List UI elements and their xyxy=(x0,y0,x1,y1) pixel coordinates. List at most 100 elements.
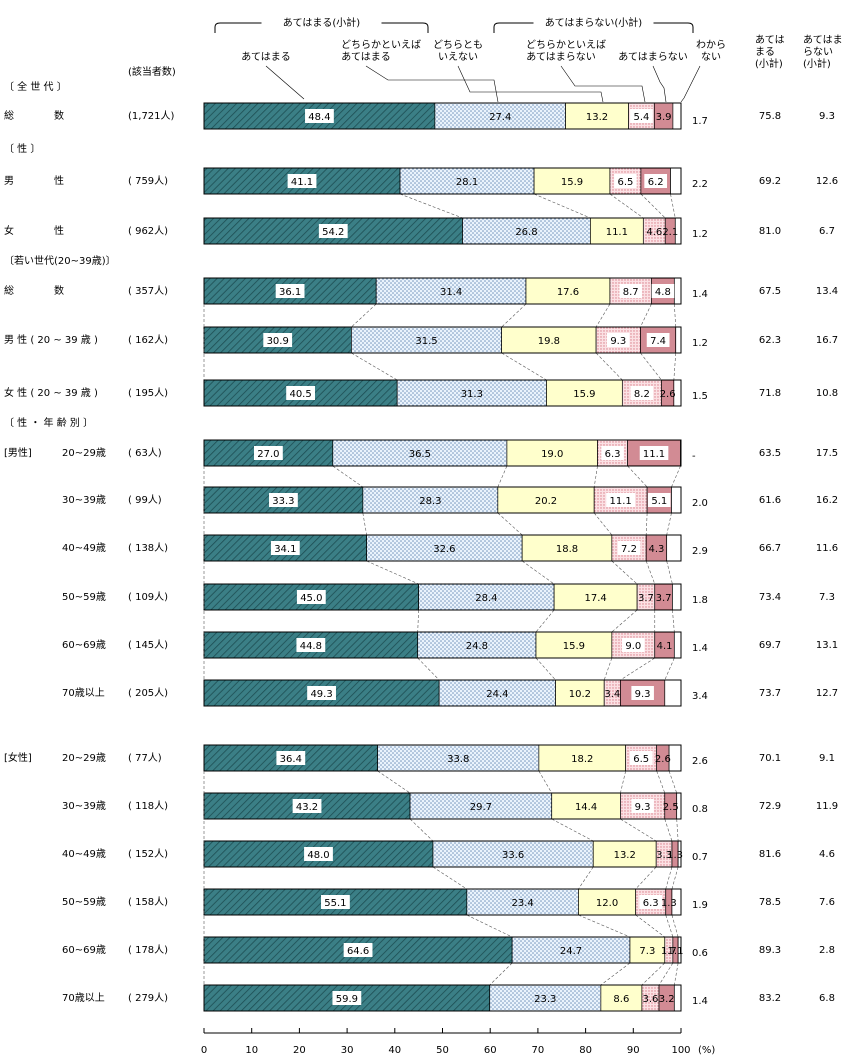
x-tick-label: 50 xyxy=(436,1045,449,1056)
data-label-bg xyxy=(606,493,636,507)
connector-line xyxy=(578,914,631,938)
bar-row: 70歳以上 ( 205人) 49.3 24.4 10.2 3.4 9.3 3.4 73.7 12.… xyxy=(62,679,838,707)
data-label-bg xyxy=(332,991,362,1005)
x-tick-label: 90 xyxy=(627,1045,640,1056)
bar-row: 男 性 ( 759人) 41.1 28.1 15.9 6.5 6.2 2.2 69.2 12.6 xyxy=(4,167,838,195)
bar-segment xyxy=(417,631,537,659)
connector-line xyxy=(417,609,419,633)
disagree-subtotal-value: 6.7 xyxy=(819,226,835,237)
data-label-dont-know: 1.9 xyxy=(692,900,708,911)
data-label-bg xyxy=(631,799,654,813)
row-label: 男 性 ( 20 ~ 39 歳 ) xyxy=(4,333,98,346)
bar-segment xyxy=(551,792,621,820)
legend-leader-line xyxy=(652,65,667,103)
bar-segment xyxy=(409,792,553,820)
disagree-subtotal-value: 9.1 xyxy=(819,753,835,764)
data-label-bg xyxy=(629,751,653,765)
data-label: 3.6 xyxy=(643,994,659,1005)
connector-line xyxy=(674,303,677,328)
disagree-subtotal-value: 4.6 xyxy=(819,849,835,860)
connector-line xyxy=(674,962,679,986)
data-label: 6.3 xyxy=(643,898,659,909)
row-label: 70歳以上 xyxy=(62,687,105,699)
data-label: 11.1 xyxy=(610,496,632,507)
connector-line xyxy=(645,512,648,536)
data-label-bg xyxy=(631,686,654,700)
connector-line xyxy=(664,818,673,842)
row-label: 60~69歳 xyxy=(62,944,106,956)
connector-line xyxy=(332,465,364,488)
data-label: 45.0 xyxy=(300,593,322,604)
connector-line xyxy=(551,818,594,842)
connector-line xyxy=(521,560,555,585)
bar-row: 男 性 ( 20 ~ 39 歳 ) ( 162人) 30.9 31.5 19.8 9.3 7… xyxy=(4,326,838,354)
row-label: 男 性 xyxy=(4,174,64,187)
data-label-bg xyxy=(630,109,653,123)
data-label-bg xyxy=(292,799,322,813)
summary-header: (小計) xyxy=(803,57,831,70)
x-tick-label: 80 xyxy=(579,1045,592,1056)
data-label: 55.1 xyxy=(324,898,346,909)
agree-subtotal-bracket: あてはまる(小計) xyxy=(214,15,429,33)
bar-frame xyxy=(203,277,682,305)
data-label: 23.4 xyxy=(512,898,534,909)
bar-segment xyxy=(629,936,666,964)
data-label: 9.3 xyxy=(610,336,626,347)
row-count: ( 195人) xyxy=(128,387,168,399)
data-label: 28.1 xyxy=(456,177,478,188)
data-label: 33.6 xyxy=(502,850,524,861)
legend-label: いえない xyxy=(438,51,478,63)
disagree-subtotal-value: 11.9 xyxy=(816,801,838,812)
data-label: 4.3 xyxy=(648,544,664,555)
data-label: 6.3 xyxy=(605,449,621,460)
group-tag-male: [男性] xyxy=(4,446,32,459)
data-label: 59.9 xyxy=(336,994,358,1005)
data-label-dont-know: 0.7 xyxy=(692,852,708,863)
bar-frame xyxy=(203,439,682,467)
connector-line xyxy=(666,512,672,536)
bar-row: 60~69歳 ( 145人) 44.8 24.8 15.9 9.0 4.1 1.4 69.7 13… xyxy=(62,631,838,659)
bar-segment xyxy=(675,326,682,354)
connector-line xyxy=(620,818,657,842)
bar-row: 総 数 (1,721人) 48.4 27.4 13.2 5.4 3.9 1.7 75.8 9.3 xyxy=(4,102,835,130)
bar-frame xyxy=(203,631,682,659)
summary-header: らない xyxy=(803,46,833,58)
data-label: 9.0 xyxy=(625,641,641,652)
bar-segment xyxy=(668,744,682,772)
connector-line xyxy=(640,193,666,219)
data-label-dont-know: 2.0 xyxy=(692,498,708,509)
data-label: 15.9 xyxy=(563,641,585,652)
connector-line xyxy=(671,465,681,488)
data-label: 6.2 xyxy=(648,177,664,188)
data-label-bg xyxy=(318,224,348,238)
agree-subtotal-value: 89.3 xyxy=(759,945,781,956)
bar-row: 50~59歳 ( 109人) 45.0 28.4 17.4 3.7 3.7 1.8 73.4 7.… xyxy=(62,583,835,611)
row-count: ( 279人) xyxy=(128,992,168,1004)
data-label: 48.0 xyxy=(307,850,329,861)
row-label: 70歳以上 xyxy=(62,992,105,1004)
data-label: 15.9 xyxy=(561,177,583,188)
connector-line xyxy=(668,770,677,794)
data-label: 4.1 xyxy=(657,641,673,652)
data-label: 33.8 xyxy=(447,754,469,765)
data-label-dont-know: 0.8 xyxy=(692,804,708,815)
row-count: (1,721人) xyxy=(128,110,175,122)
data-label-bg xyxy=(630,386,654,400)
bar-segment xyxy=(511,936,631,964)
connector-line xyxy=(603,657,613,681)
data-label-dont-know: 1.2 xyxy=(692,229,708,240)
data-label-bg xyxy=(263,333,293,347)
data-label: 2.6 xyxy=(655,754,671,765)
row-count: ( 118人) xyxy=(128,800,168,812)
disagree-subtotal-value: 16.2 xyxy=(816,495,838,506)
data-label-bg xyxy=(619,284,642,298)
bar-frame xyxy=(203,379,682,407)
data-label: 54.2 xyxy=(322,227,344,238)
agree-subtotal-value: 78.5 xyxy=(759,897,781,908)
connector-line xyxy=(535,609,555,633)
data-label-bg xyxy=(639,895,663,909)
disagree-subtotal-bracket: あてはまらない(小計) xyxy=(493,15,694,33)
legend-leader-line xyxy=(365,65,499,103)
data-label: 8.6 xyxy=(613,994,629,1005)
data-label: 24.4 xyxy=(486,689,508,700)
